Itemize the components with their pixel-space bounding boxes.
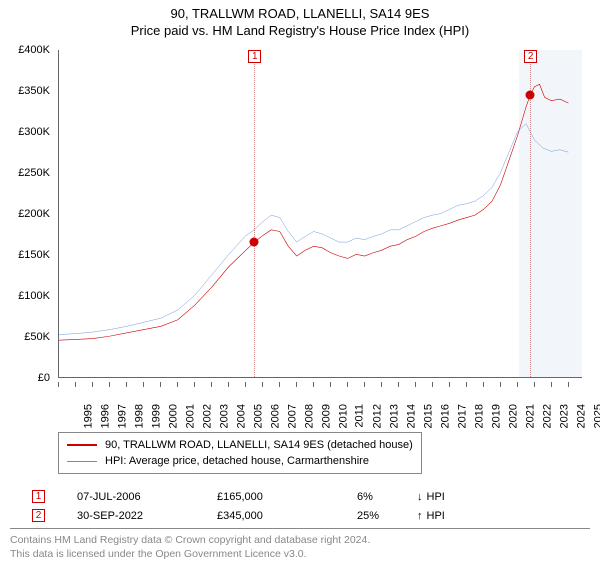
chart-container: £0 £50K £100K £150K £200K £250K £300K £350K £400… [10,46,590,426]
x-tick-label: 1997 [117,404,129,428]
y-tick-label: £150K [18,249,50,261]
x-tick-label: 2017 [457,404,469,428]
x-tick-label: 1995 [82,404,94,428]
x-tick-label: 2002 [202,404,214,428]
transaction-vs: ↑HPI [417,510,445,522]
transaction-date: 30-SEP-2022 [77,510,217,522]
y-tick-label: £350K [18,85,50,97]
transaction-pct: 6% [357,491,417,503]
x-tick-label: 2012 [372,404,384,428]
y-tick-label: £50K [24,331,50,343]
y-tick-label: £100K [18,290,50,302]
y-tick-label: £300K [18,126,50,138]
x-tick-label: 2014 [406,404,418,428]
transaction-date: 07-JUL-2006 [77,491,217,503]
title-line-2: Price paid vs. HM Land Registry's House … [0,23,600,38]
transaction-price: £165,000 [217,491,357,503]
title-line-1: 90, TRALLWM ROAD, LLANELLI, SA14 9ES [0,6,600,21]
attribution-line-2: This data is licensed under the Open Gov… [10,547,590,561]
y-tick-label: £200K [18,208,50,220]
chart-title-block: 90, TRALLWM ROAD, LLANELLI, SA14 9ES Pri… [0,0,600,38]
x-tick-label: 2003 [219,404,231,428]
transaction-pct: 25% [357,510,417,522]
marker-point-1 [250,238,259,247]
x-tick-label: 2022 [542,404,554,428]
y-tick-label: £250K [18,167,50,179]
marker-vline-1 [254,50,255,377]
transaction-id-box: 2 [32,509,45,522]
x-tick-label: 1996 [99,404,111,428]
x-tick-label: 2006 [270,404,282,428]
chart-legend: 90, TRALLWM ROAD, LLANELLI, SA14 9ES (de… [58,432,422,474]
x-tick-label: 2025 [593,404,600,428]
x-tick-label: 2005 [253,404,265,428]
arrow-down-icon: ↓ [417,491,423,503]
x-tick-label: 2018 [474,404,486,428]
legend-row: 90, TRALLWM ROAD, LLANELLI, SA14 9ES (de… [67,437,413,453]
x-tick-label: 1999 [151,404,163,428]
y-tick-label: £0 [38,372,50,384]
transaction-vs: ↓HPI [417,491,445,503]
x-tick-label: 2019 [491,404,503,428]
y-tick-label: £400K [18,44,50,56]
transaction-price: £345,000 [217,510,357,522]
x-tick-label: 2023 [559,404,571,428]
attribution-line-1: Contains HM Land Registry data © Crown c… [10,533,590,547]
x-tick-label: 2004 [236,404,248,428]
transaction-table: 1 07-JUL-2006£165,0006%↓HPI 2 30-SEP-2022£3… [10,480,590,529]
legend-label: HPI: Average price, detached house, Carm… [105,453,369,469]
x-tick-label: 2013 [389,404,401,428]
x-tick-label: 2008 [304,404,316,428]
series-property [59,84,568,340]
x-tick-label: 2010 [338,404,350,428]
x-tick-label: 1998 [134,404,146,428]
x-tick-label: 2011 [354,404,366,428]
x-tick-label: 2024 [576,404,588,428]
transaction-row: 1 07-JUL-2006£165,0006%↓HPI [14,490,586,503]
marker-box-1: 1 [248,50,261,63]
chart-svg [59,50,582,377]
transaction-row: 2 30-SEP-2022£345,00025%↑HPI [14,509,586,522]
x-tick-label: 2020 [508,404,520,428]
transaction-id-box: 1 [32,490,45,503]
x-tick-label: 2021 [525,404,537,428]
attribution-text: Contains HM Land Registry data © Crown c… [10,533,590,561]
legend-swatch [67,444,97,446]
x-tick-label: 2000 [168,404,180,428]
x-tick-label: 2009 [321,404,333,428]
arrow-up-icon: ↑ [417,510,423,522]
x-tick-label: 2015 [423,404,435,428]
x-axis-labels: 1995 1996 1997 1998 1999 2000 2001 2002 2003 2004… [58,382,582,426]
series-hpi [59,124,568,335]
x-tick-label: 2016 [440,404,452,428]
marker-point-2 [526,90,535,99]
marker-box-2: 2 [524,50,537,63]
x-tick-label: 2001 [185,404,197,428]
legend-swatch [67,461,97,462]
x-tick-label: 2007 [287,404,299,428]
chart-plot-area: 12 [58,50,582,378]
legend-row: HPI: Average price, detached house, Carm… [67,453,413,469]
legend-label: 90, TRALLWM ROAD, LLANELLI, SA14 9ES (de… [105,437,413,453]
y-axis-labels: £0£50K£100K£150K£200K£250K£300K£350K£400… [10,50,54,378]
